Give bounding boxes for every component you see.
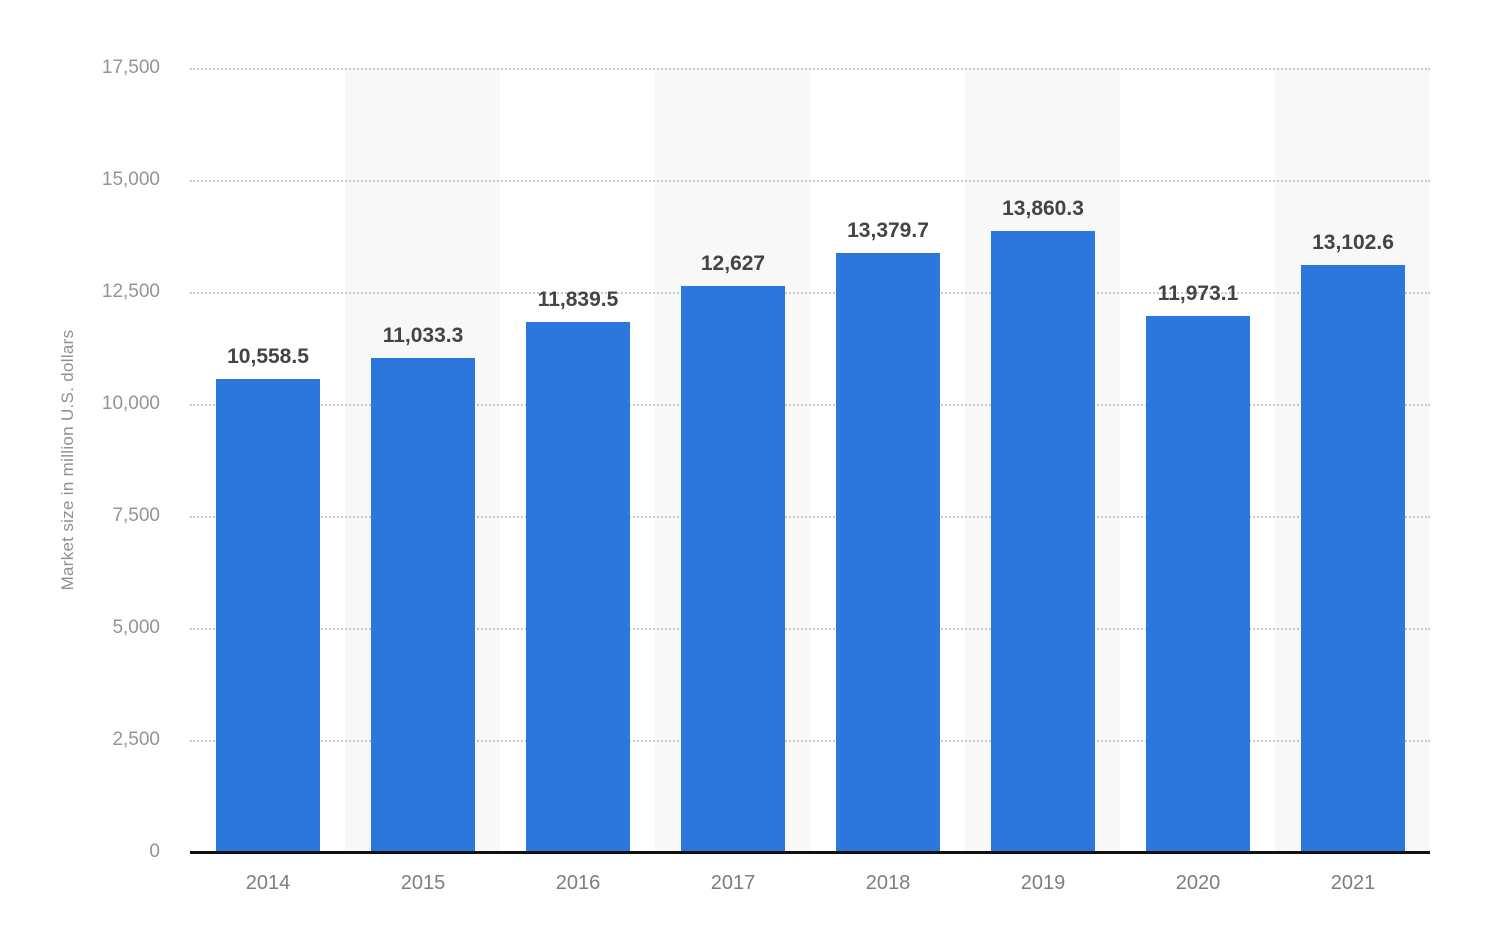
bar-2015[interactable] <box>371 358 475 852</box>
y-tick-label: 2,500 <box>112 729 160 750</box>
x-tick-label: 2015 <box>400 872 446 894</box>
bar-value-label: 11,839.5 <box>537 288 619 311</box>
plot-area: 10,558.5 11,033.3 11,839.5 12,627 13,379.7 13… <box>190 68 1430 852</box>
y-axis-title: Market size in million U.S. dollars <box>58 329 77 591</box>
x-tick-label: 2017 <box>710 872 756 894</box>
bar-2019[interactable] <box>991 231 1095 852</box>
x-tick-label: 2021 <box>1330 872 1376 894</box>
y-tick-label: 12,500 <box>101 281 160 302</box>
x-tick-label: 2019 <box>1020 872 1066 894</box>
x-tick-label: 2016 <box>555 872 601 894</box>
y-tick-label: 10,000 <box>101 393 160 414</box>
gridline <box>190 628 1430 630</box>
bar-value-label: 11,973.1 <box>1157 282 1239 305</box>
bar-2016[interactable] <box>526 322 630 852</box>
bar-value-label: 13,860.3 <box>1002 197 1084 220</box>
y-tick-label: 5,000 <box>112 617 160 638</box>
y-tick-label: 17,500 <box>101 57 160 78</box>
bar-2014[interactable] <box>216 379 320 852</box>
bar-2018[interactable] <box>836 253 940 852</box>
gridline <box>190 516 1430 518</box>
bar-value-label: 13,379.7 <box>847 219 929 242</box>
bar-value-label: 11,033.3 <box>382 324 464 347</box>
bar-2021[interactable] <box>1301 265 1405 852</box>
y-tick-label: 0 <box>149 841 160 862</box>
x-tick-label: 2014 <box>245 872 291 894</box>
bar-value-label: 13,102.6 <box>1312 231 1394 254</box>
gridline <box>190 68 1430 70</box>
x-tick-label: 2020 <box>1175 872 1221 894</box>
bar-value-label: 10,558.5 <box>227 345 309 368</box>
gridline <box>190 740 1430 742</box>
bar-2017[interactable] <box>681 286 785 852</box>
gridline <box>190 404 1430 406</box>
gridline <box>190 292 1430 294</box>
y-tick-label: 15,000 <box>101 169 160 190</box>
x-tick-label: 2018 <box>865 872 911 894</box>
gridline <box>190 180 1430 182</box>
bar-value-label: 12,627 <box>700 252 766 275</box>
y-tick-label: 7,500 <box>112 505 160 526</box>
bar-2020[interactable] <box>1146 316 1250 852</box>
x-axis-line <box>190 851 1430 854</box>
